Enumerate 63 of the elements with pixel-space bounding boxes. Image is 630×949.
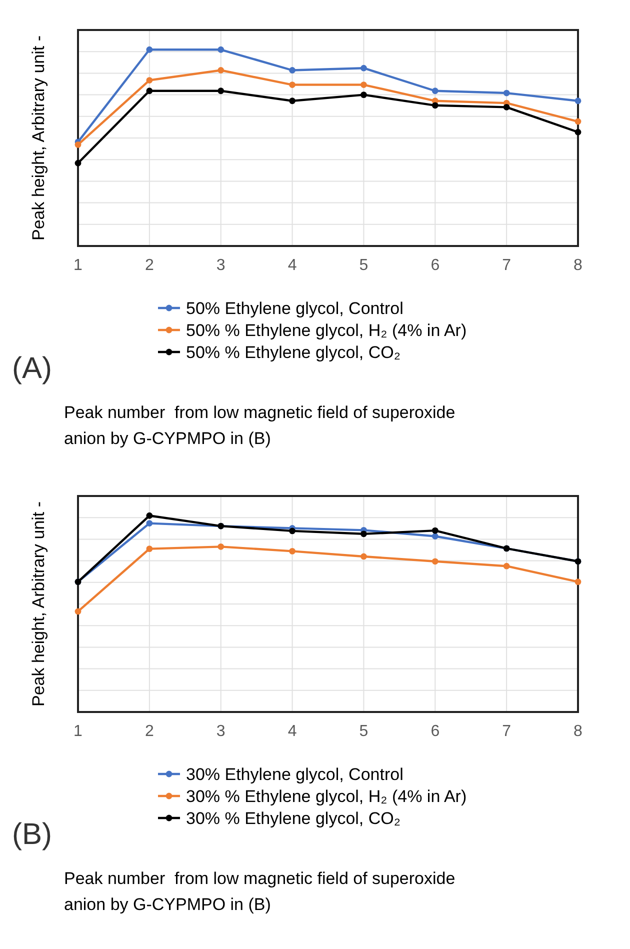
text: (B): [12, 818, 52, 851]
text: (A): [12, 352, 52, 385]
point: [360, 92, 367, 98]
x-tick-label: 7: [502, 723, 512, 740]
point: [218, 543, 224, 550]
x-tick-label: 6: [430, 723, 440, 740]
point: [432, 527, 438, 534]
x-axis-title: Peak number from low magnetic field of superoxide anion by G-CYPMPO in (B): [64, 403, 456, 448]
point: [146, 520, 153, 526]
point: [360, 553, 367, 560]
point: [432, 558, 438, 565]
point: [432, 102, 438, 109]
x-tick-label: 1: [74, 257, 83, 274]
point: [574, 128, 582, 136]
legend-label: 30% Ethylene glycol, Control: [186, 765, 404, 784]
point: [503, 562, 510, 570]
point: [74, 160, 82, 166]
point: [146, 546, 153, 552]
point: [289, 528, 296, 534]
point: [503, 90, 510, 96]
point: [360, 82, 367, 88]
point: [574, 118, 582, 125]
point: [574, 98, 582, 104]
x-tick-label: 1: [74, 723, 83, 740]
x-tick-label: 8: [574, 723, 583, 740]
legend-label: 50% % Ethylene glycol, CO₂: [186, 343, 400, 362]
point: [74, 608, 82, 615]
point: [146, 88, 153, 94]
x-tick-label: 4: [288, 257, 297, 274]
x-tick-label: 5: [359, 257, 368, 274]
point: [503, 104, 510, 110]
x-tick-label: 2: [144, 723, 154, 740]
x-tick-label: 8: [574, 257, 583, 274]
point: [360, 64, 367, 72]
legend-label: 50% Ethylene glycol, Control: [186, 299, 404, 318]
legend-label: 30% % Ethylene glycol, H₂ (4% in Ar): [186, 787, 467, 806]
x-tick-label: 3: [216, 723, 226, 740]
x-tick-label: 4: [288, 723, 297, 740]
point: [218, 67, 224, 74]
point: [289, 548, 296, 554]
point: [218, 88, 224, 94]
point: [146, 46, 153, 53]
point: [218, 46, 224, 53]
x-tick-label: 2: [144, 257, 154, 274]
x-axis-title: Peak number from low magnetic field of superoxide anion by G-CYPMPO in (B): [64, 869, 456, 914]
point: [432, 88, 438, 94]
legend-label: 50% % Ethylene glycol, H₂ (4% in Ar): [186, 321, 467, 340]
y-axis-title: Peak height, Arbitrary unit -: [29, 35, 48, 241]
point: [289, 67, 296, 74]
point: [289, 82, 296, 88]
legend-label: 30% % Ethylene glycol, CO₂: [186, 809, 400, 828]
y-axis-title: Peak height, Arbitrary unit -: [29, 501, 48, 707]
x-tick-label: 5: [359, 723, 368, 740]
point: [74, 141, 82, 148]
point: [289, 98, 296, 104]
x-tick-label: 7: [502, 257, 512, 274]
point: [432, 533, 438, 540]
x-tick-label: 6: [430, 257, 440, 274]
x-tick-label: 3: [216, 257, 226, 274]
point: [360, 530, 367, 538]
point: [146, 512, 153, 519]
point: [146, 77, 153, 84]
point: [574, 578, 582, 586]
